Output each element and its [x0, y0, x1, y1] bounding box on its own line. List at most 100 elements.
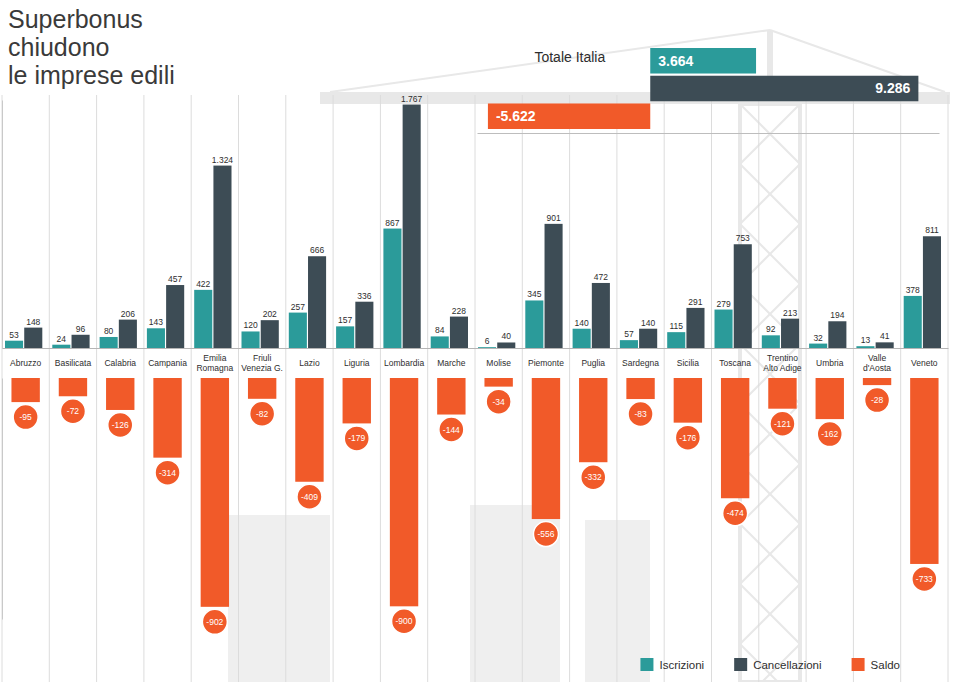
x-tick: Umbria	[816, 358, 844, 368]
bar	[355, 302, 373, 348]
data-label: 1.324	[212, 155, 234, 165]
data-label: 279	[716, 299, 730, 309]
label-badge	[60, 399, 85, 424]
label-badge	[155, 460, 180, 485]
x-tick-label: Umbria	[816, 358, 844, 368]
data-label: -162	[821, 429, 838, 439]
x-tick: Valled'Aosta	[863, 353, 891, 373]
x-tick: Sicilia	[677, 358, 699, 368]
data-label: -121	[774, 419, 791, 429]
data-label: 213	[783, 308, 797, 318]
x-tick: Puglia	[581, 358, 605, 368]
legend-swatch	[852, 658, 865, 671]
bar	[545, 224, 563, 348]
data-label: 202	[263, 309, 277, 319]
bar	[147, 328, 165, 348]
crane-lattice	[740, 584, 800, 644]
data-label: 148	[26, 317, 40, 327]
legend-label: Saldo	[871, 659, 900, 671]
data-label: -179	[348, 433, 365, 443]
x-tick-label: Calabria	[104, 358, 136, 368]
bar	[626, 378, 654, 399]
data-label: 206	[121, 309, 135, 319]
bar	[213, 166, 231, 348]
column-separator	[238, 95, 239, 682]
data-label: 120	[243, 320, 257, 330]
label-badge	[439, 417, 464, 442]
x-tick: Marche	[437, 358, 466, 368]
x-tick-label: TrentinoAlto Adige	[763, 353, 802, 373]
data-label: -332	[585, 472, 602, 482]
column-separator	[522, 95, 523, 682]
data-label: 472	[594, 272, 608, 282]
x-tick-label: Liguria	[344, 358, 370, 368]
data-label: -314	[159, 468, 176, 478]
bar	[106, 378, 134, 410]
x-tick: Molise	[486, 358, 511, 368]
data-label: 115	[669, 321, 683, 331]
label-badge	[581, 465, 606, 490]
data-label: -28	[871, 395, 884, 405]
data-label: 3.664	[658, 53, 693, 69]
data-label: 753	[736, 233, 750, 243]
bar	[100, 337, 118, 348]
data-label: 41	[880, 331, 890, 341]
x-tick-label: Piemonte	[528, 358, 564, 368]
data-label: 867	[385, 218, 399, 228]
bar	[809, 344, 827, 348]
bar	[336, 326, 354, 348]
data-label: 457	[168, 274, 182, 284]
x-tick: TrentinoAlto Adige	[763, 353, 802, 373]
bar	[715, 310, 733, 348]
column-separator	[96, 95, 97, 682]
data-label: -126	[112, 420, 129, 430]
label-badge	[13, 405, 38, 430]
data-label: 345	[527, 289, 541, 299]
data-label: 228	[452, 306, 466, 316]
y2-axis	[2, 379, 3, 620]
data-label: 336	[357, 291, 371, 301]
chart: Superbonuschiudonole imprese ediliAbruzz…	[0, 0, 970, 682]
column-separator	[143, 95, 144, 682]
data-label: -95	[20, 412, 33, 422]
bar	[904, 296, 922, 348]
data-label: 13	[861, 335, 871, 345]
bar	[592, 283, 610, 348]
bar	[437, 378, 465, 415]
bar	[639, 329, 657, 348]
data-label: -474	[727, 508, 744, 518]
x-tick: Sardegna	[622, 358, 659, 368]
bar	[686, 308, 704, 348]
data-label: 291	[688, 297, 702, 307]
label-badge	[202, 609, 227, 634]
building	[228, 515, 330, 682]
building	[585, 520, 650, 682]
bar	[923, 236, 941, 348]
data-label: -556	[537, 529, 554, 539]
totals-title: Totale Italia	[534, 49, 605, 65]
bar	[295, 378, 323, 482]
y2-axis-line	[2, 379, 3, 620]
data-label: 9.286	[875, 80, 910, 96]
x-tick-label: FriuliVenezia G.	[241, 353, 283, 373]
bar	[343, 378, 371, 423]
data-labels: 5324801434221202571578678463451405711527…	[9, 94, 939, 635]
bar	[497, 342, 515, 348]
bar	[910, 378, 938, 564]
data-label: 140	[641, 318, 655, 328]
data-label: 57	[624, 329, 634, 339]
bars-saldo	[11, 378, 938, 607]
bar	[828, 321, 846, 348]
legend-label: Cancellazioni	[753, 659, 821, 671]
x-tick-label: Veneto	[911, 358, 938, 368]
label-badge	[865, 388, 890, 413]
bar	[721, 378, 749, 498]
bar	[734, 244, 752, 348]
x-tick: Liguria	[344, 358, 370, 368]
data-label: 96	[76, 324, 86, 334]
data-label: -176	[679, 433, 696, 443]
bar	[620, 340, 638, 348]
label-badge	[392, 609, 417, 634]
column-separator	[191, 95, 192, 682]
totals-x-axis-line	[478, 133, 940, 134]
